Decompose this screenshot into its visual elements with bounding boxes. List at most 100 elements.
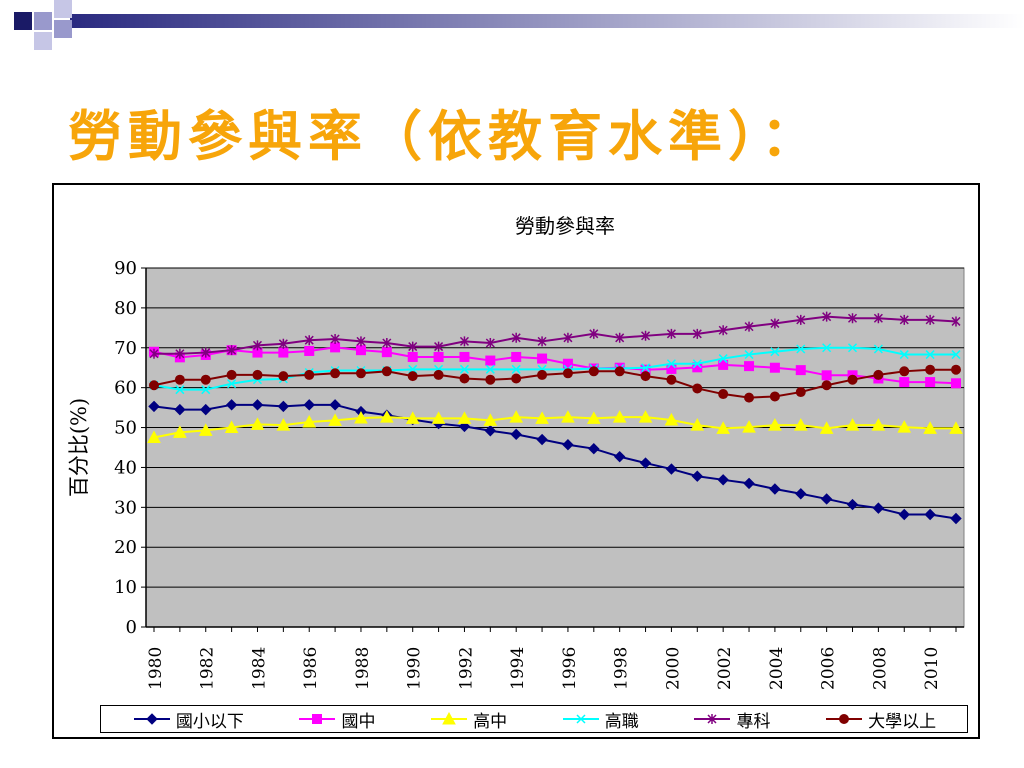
data-point [562,368,573,379]
x-tick-label: 2000 [663,647,683,690]
x-tick-label: 2010 [922,647,942,690]
data-point [743,477,755,490]
legend-marker [146,713,158,725]
x-tick-label: 1990 [405,647,425,690]
data-point [845,418,860,431]
legend-item: 國小以下 [132,707,244,732]
data-point [640,371,651,382]
x-tick-label: 1994 [508,647,528,690]
series-line [154,315,957,355]
data-point [147,430,161,444]
data-point [562,439,574,451]
chart-title: 勞動參與率 [515,214,615,238]
data-point [355,345,366,356]
data-point [821,380,832,391]
data-point [485,364,495,374]
title-decoration [0,0,1024,50]
legend-marker [312,714,323,724]
x-tick-label: 1980 [146,647,166,690]
data-point [227,345,237,356]
data-point [252,340,263,351]
data-point [382,337,392,348]
data-point [691,470,703,482]
data-point [949,421,963,434]
data-point [716,421,731,434]
data-point [354,410,368,424]
y-tick-label: 80 [114,298,137,319]
data-point [589,328,599,339]
data-point [304,335,314,346]
plot-area [145,267,965,628]
data-point [770,347,780,357]
data-point [925,364,936,375]
data-point [641,330,651,341]
legend-label: 國小以下 [175,711,244,732]
data-point [795,365,806,376]
data-point [951,316,961,327]
legend-marker [839,714,850,724]
data-point [899,377,910,388]
data-point [328,413,342,426]
data-point [278,347,289,358]
data-point [615,332,625,343]
data-point [536,433,548,446]
y-axis-label: 百分比(%) [67,398,91,497]
data-point [664,412,679,426]
data-point [770,318,780,329]
data-point [433,351,444,362]
data-point [639,457,652,469]
data-point [899,314,909,325]
y-tick-label: 40 [114,457,137,478]
data-point [198,423,213,436]
data-point [925,350,935,360]
data-point [355,368,366,379]
x-tick-label: 2002 [715,647,735,690]
y-tick-label: 30 [114,497,137,518]
deco-square [54,0,72,18]
legend-label: 大學以上 [868,711,937,732]
data-point [509,410,524,423]
data-point [200,403,212,416]
data-point [951,364,961,375]
data-point [718,354,728,364]
data-point [173,425,187,438]
legend-swatch [133,713,170,725]
legend-swatch [562,714,599,724]
data-point [871,418,886,431]
data-point [692,328,702,339]
data-point [485,337,495,348]
data-point [537,336,547,347]
data-point [769,391,780,402]
x-tick-label: 1992 [456,647,476,690]
legend-marker [707,714,717,724]
data-point [898,508,910,521]
legend-item: 專科 [692,707,770,732]
data-point [769,362,780,373]
data-point [563,332,573,343]
legend-item: 高中 [429,707,507,732]
data-point [793,418,808,431]
data-point [923,421,937,434]
data-point [201,347,211,358]
series-line [153,416,956,439]
series-3 [147,410,963,444]
y-tick-label: 90 [114,258,137,279]
data-point [666,374,677,385]
data-point [304,369,315,380]
legend-item: 高職 [561,707,639,732]
x-tick-label: 1996 [560,647,580,690]
series-5 [149,311,961,359]
data-point [899,350,909,360]
data-point [459,373,470,384]
legend-marker [576,714,586,724]
data-point [485,355,496,366]
data-point [822,343,832,353]
data-point [459,351,470,362]
data-point [459,364,469,374]
data-point [873,313,883,324]
y-tick-label: 10 [114,577,137,598]
data-point [665,463,678,475]
data-point [250,417,265,430]
data-point [148,400,160,413]
data-point [330,368,341,379]
